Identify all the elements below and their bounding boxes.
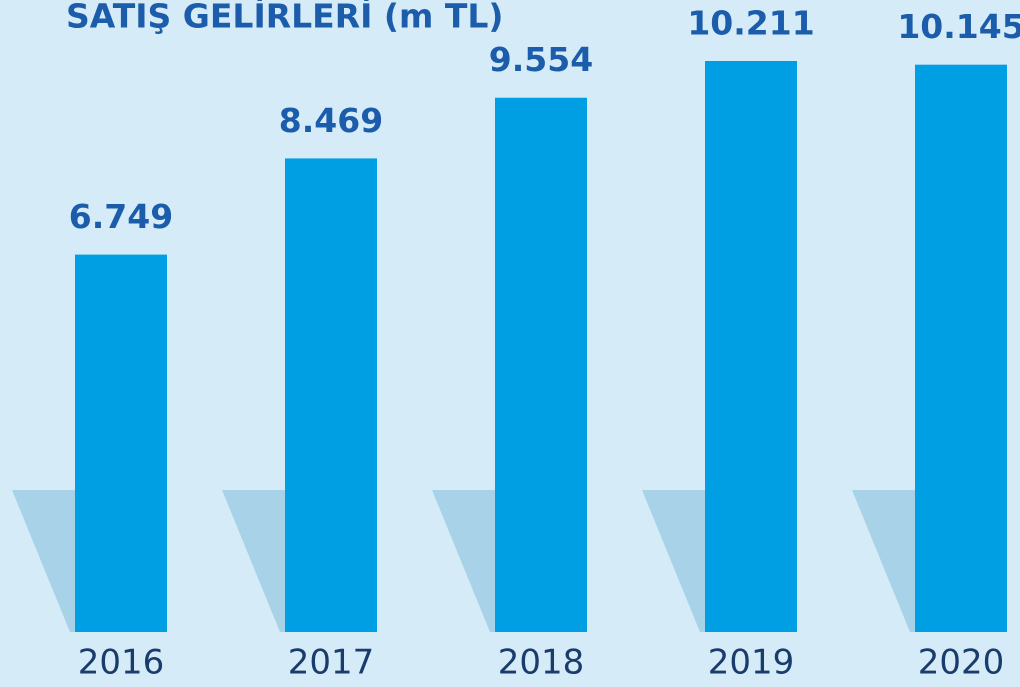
bar-shadow: [852, 490, 915, 632]
bar-shadow: [642, 490, 705, 632]
value-label: 9.554: [489, 40, 593, 79]
x-tick-label: 2016: [78, 643, 165, 683]
x-tick-label: 2019: [708, 643, 795, 683]
bar: [285, 158, 377, 633]
bar: [915, 64, 1007, 632]
bar: [75, 254, 167, 632]
bar: [495, 97, 587, 632]
value-label: 8.469: [279, 101, 383, 140]
value-label: 10.211: [687, 4, 814, 43]
x-tick-label: 2018: [498, 643, 585, 683]
value-label: 10.145: [897, 7, 1020, 46]
x-tick-label: 2017: [288, 643, 375, 683]
bar-shadow: [222, 490, 285, 632]
bar: [705, 61, 797, 632]
bar-shadow: [12, 490, 75, 632]
bar-shadow: [432, 490, 495, 632]
chart-title: SATIŞ GELİRLERİ (m TL): [66, 0, 503, 36]
value-label: 6.749: [69, 197, 173, 236]
x-tick-label: 2020: [918, 643, 1005, 683]
